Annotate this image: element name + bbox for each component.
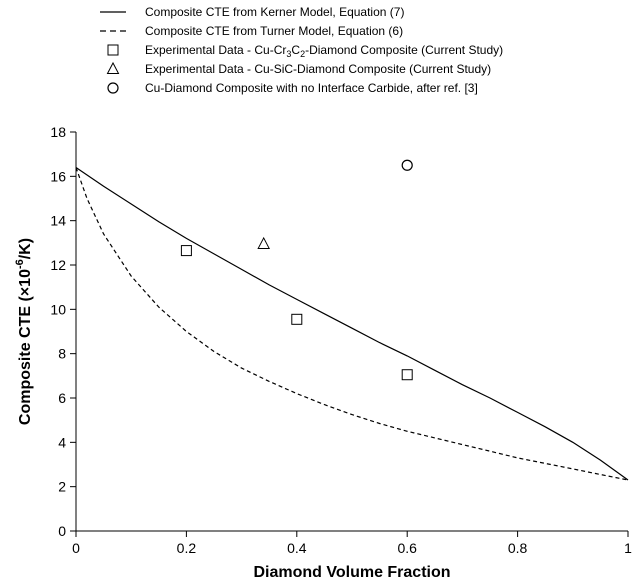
- data-point-circle: [401, 159, 413, 171]
- y-tick-label: 8: [58, 346, 66, 362]
- y-tick-label: 14: [50, 213, 66, 229]
- legend-label: Experimental Data - Cu-SiC-Diamond Compo…: [145, 62, 491, 76]
- legend-label: Experimental Data - Cu-Cr3C2-Diamond Com…: [145, 43, 503, 59]
- data-point-square: [180, 245, 192, 257]
- x-axis-title: Diamond Volume Fraction: [253, 564, 450, 581]
- legend-swatch-triangle: [106, 61, 120, 74]
- y-axis-title: Composite CTE (×10-6/K): [14, 238, 34, 425]
- data-point-square: [401, 369, 413, 381]
- y-tick-label: 12: [50, 257, 66, 273]
- y-tick-label: 0: [58, 523, 66, 539]
- legend-label: Composite CTE from Kerner Model, Equatio…: [145, 5, 404, 19]
- y-tick-label: 16: [50, 168, 66, 184]
- legend-label: Cu-Diamond Composite with no Interface C…: [145, 81, 478, 95]
- plot-area: [75, 159, 629, 481]
- legend-swatch-square: [107, 44, 119, 56]
- x-tick-label: 0: [72, 540, 80, 556]
- x-tick-label: 0.4: [287, 540, 307, 556]
- x-tick-label: 0.8: [508, 540, 528, 556]
- kerner-model-curve: [75, 167, 629, 481]
- x-tick-label: 1: [624, 540, 632, 556]
- y-tick-label: 10: [50, 301, 66, 317]
- y-tick-label: 4: [58, 434, 66, 450]
- turner-model-curve: [75, 167, 629, 481]
- y-tick-label: 6: [58, 390, 66, 406]
- y-tick-label: 2: [58, 479, 66, 495]
- legend-label: Composite CTE from Turner Model, Equatio…: [145, 24, 403, 38]
- x-tick-label: 0.2: [177, 540, 197, 556]
- y-tick-label: 18: [50, 124, 66, 140]
- legend-swatch-circle: [107, 82, 119, 94]
- legend: Composite CTE from Kerner Model, Equatio…: [100, 5, 503, 95]
- x-tick-label: 0.6: [397, 540, 417, 556]
- data-point-triangle: [257, 236, 271, 249]
- data-point-square: [291, 313, 303, 325]
